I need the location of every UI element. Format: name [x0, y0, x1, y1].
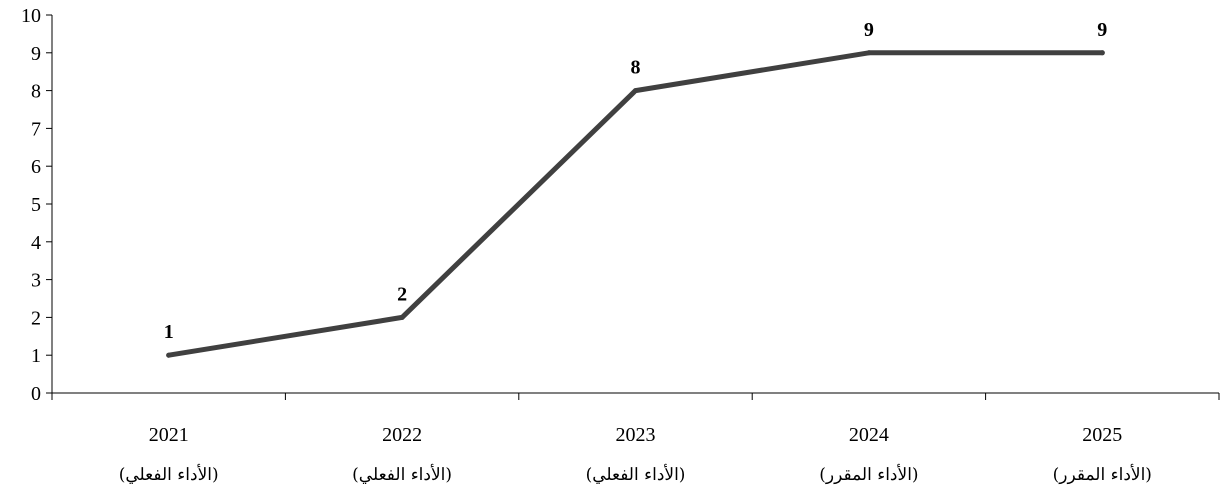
y-tick-label: 0: [31, 383, 41, 405]
data-label: 9: [864, 19, 874, 41]
y-tick-label: 3: [31, 270, 41, 292]
data-label: 8: [631, 57, 641, 79]
x-category-sub-label: (الأداء الفعلي): [586, 464, 686, 485]
x-category-year-label: 2021: [149, 424, 189, 446]
y-tick-label: 7: [31, 118, 41, 140]
data-point: [866, 50, 872, 56]
x-category-year-label: 2022: [382, 424, 422, 446]
data-point: [166, 352, 172, 358]
x-category-sub-label: (الأداء المقرر): [1053, 464, 1152, 485]
x-category-year-label: 2025: [1082, 424, 1122, 446]
y-tick-label: 9: [31, 43, 41, 65]
x-category-year-label: 2024: [849, 424, 889, 446]
x-axis-category-labels: 2021 (الأداء الفعلي) 2022 (الأداء الفعلي) 20…: [51, 393, 1220, 485]
data-labels: 1 2 8 9 9: [164, 19, 1108, 343]
x-category-sub-label: (الأداء الفعلي): [352, 464, 452, 485]
y-tick-label: 10: [21, 5, 41, 27]
y-tick-label: 5: [31, 194, 41, 216]
y-tick-label: 8: [31, 81, 41, 103]
x-category-year-label: 2023: [616, 424, 656, 446]
y-tick-label: 4: [31, 232, 41, 254]
y-tick-label: 2: [31, 307, 41, 329]
data-label: 2: [397, 283, 407, 305]
x-category-sub-label: (الأداء المقرر): [819, 464, 918, 485]
data-point: [633, 88, 638, 94]
data-point: [1099, 50, 1105, 56]
y-axis-tick-labels: 0 1 2 3 4 5 6 7 8 9 10: [21, 5, 52, 405]
y-tick-label: 6: [31, 156, 41, 178]
data-point: [399, 314, 405, 320]
data-label: 9: [1097, 19, 1107, 41]
series-polyline: [166, 50, 1105, 358]
x-category-sub-label: (الأداء الفعلي): [119, 464, 219, 485]
y-tick-label: 1: [31, 345, 41, 367]
data-label: 1: [164, 321, 174, 343]
series-line: [166, 50, 1105, 358]
